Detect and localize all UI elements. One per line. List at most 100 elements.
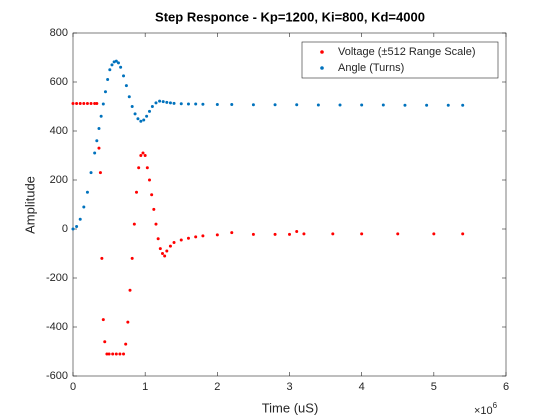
point [147,178,151,182]
y-axis-label: Amplitude [22,176,37,234]
point [360,232,364,236]
point [93,151,97,155]
y-tick-label: 800 [50,27,68,39]
point [78,102,82,106]
point [152,207,156,211]
x-tick-label: 5 [431,381,437,393]
point [97,127,101,131]
point [360,103,364,107]
point [165,249,169,253]
legend-label: Voltage (±512 Range Scale) [338,46,476,58]
x-tick-label: 0 [70,381,76,393]
point [273,232,277,236]
y-tick-label: 400 [50,125,68,137]
point [95,139,99,143]
point [106,78,110,82]
point [215,233,219,237]
point [425,103,429,107]
point [130,256,134,260]
point [101,318,105,322]
point [95,102,99,106]
point [103,90,107,94]
point [124,84,128,88]
x-tick-label: 6 [503,381,509,393]
point [122,74,126,78]
point [338,103,342,107]
plot-area [72,32,507,377]
point [97,146,101,150]
x-tick-label: 2 [214,381,220,393]
point [179,102,183,106]
point [302,232,306,236]
point [139,119,143,123]
point [101,102,105,106]
point [114,59,118,63]
x-tick-label: 3 [286,381,292,393]
point [127,95,131,99]
point [396,232,400,236]
point [154,222,158,226]
series [71,59,465,231]
point [160,252,164,255]
point [111,352,115,356]
y-tick-label: -200 [46,272,68,284]
point [75,102,79,106]
point [82,205,86,209]
chart-title: Step Responce - Kp=1200, Ki=800, Kd=4000 [155,9,425,24]
point [168,101,172,105]
point [130,105,134,108]
point [215,103,219,107]
point [136,117,140,121]
point [461,103,465,107]
point [82,102,86,106]
point [142,118,146,122]
y-tick-label: -600 [46,370,68,382]
point [147,109,151,113]
point [143,154,147,157]
point [172,101,176,105]
point [89,171,93,175]
point [89,102,93,106]
point [251,232,255,236]
point [108,68,112,72]
legend-label: Angle (Turns) [338,62,404,74]
y-tick-label: 200 [50,174,68,186]
point [99,114,103,118]
point [119,65,123,69]
point [105,352,109,356]
point [186,102,190,106]
x-tick-label: 4 [359,381,365,393]
point [145,166,149,170]
point [172,240,176,244]
point [133,112,137,116]
point [124,342,128,346]
x-axis-label: Time (uS) [262,400,319,415]
point [137,166,141,170]
legend-box [301,41,499,79]
point [158,247,162,251]
point [251,103,255,107]
point [116,61,120,65]
point [194,102,198,106]
point [78,217,82,221]
legend-marker [320,50,324,54]
point [93,102,97,106]
x-tick-label: 1 [142,381,148,393]
point [71,227,75,231]
point [85,190,89,194]
point [273,103,277,107]
point [316,103,320,107]
point [288,232,291,236]
point [100,256,104,260]
point [201,102,205,106]
point [107,352,111,356]
point [403,103,407,107]
point [128,288,132,292]
point [156,237,160,241]
point [75,225,79,229]
point [114,352,118,356]
point [461,232,465,236]
point [295,229,299,233]
point [201,234,205,238]
